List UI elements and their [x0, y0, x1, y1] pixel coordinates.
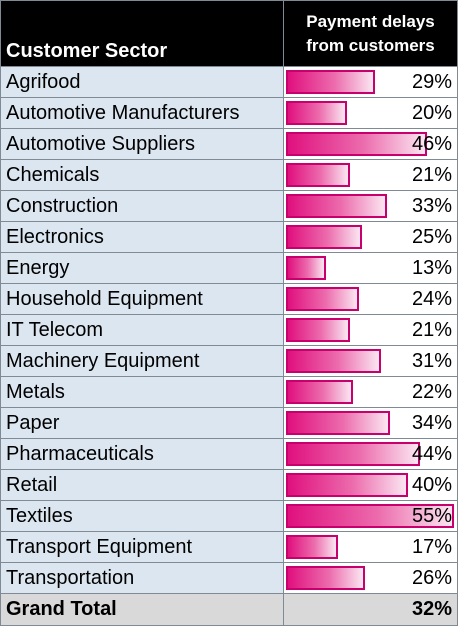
value-label: 40% — [411, 474, 452, 496]
table-row: Agrifood 29% — [0, 66, 458, 98]
value-label: 21% — [411, 164, 452, 186]
sector-cell[interactable]: Household Equipment — [0, 283, 284, 315]
value-cell[interactable]: 46% — [283, 128, 458, 160]
value-label: 34% — [411, 412, 452, 434]
sector-cell[interactable]: Machinery Equipment — [0, 345, 284, 377]
sector-cell[interactable]: Construction — [0, 190, 284, 222]
table-row: Energy 13% — [0, 252, 458, 284]
value-cell[interactable]: 31% — [283, 345, 458, 377]
table-row: Machinery Equipment 31% — [0, 345, 458, 377]
table-body: Agrifood 29% Automotive Manufacturers 20% Au… — [0, 66, 458, 594]
value-label: 13% — [411, 257, 452, 279]
grand-total-row: Grand Total 32% — [0, 593, 458, 626]
data-bar — [286, 225, 362, 249]
data-bar — [286, 132, 427, 156]
value-label: 44% — [411, 443, 452, 465]
sector-cell[interactable]: Textiles — [0, 500, 284, 532]
data-bar — [286, 287, 359, 311]
value-cell[interactable]: 25% — [283, 221, 458, 253]
value-cell[interactable]: 17% — [283, 531, 458, 563]
value-cell[interactable]: 21% — [283, 314, 458, 346]
data-bar — [286, 256, 326, 280]
column-header-line-2: from customers — [306, 35, 435, 55]
sector-cell[interactable]: Transport Equipment — [0, 531, 284, 563]
data-bar — [286, 566, 365, 590]
table-row: Construction 33% — [0, 190, 458, 222]
sector-cell[interactable]: Retail — [0, 469, 284, 501]
table-row: Textiles 55% — [0, 500, 458, 532]
value-cell[interactable]: 21% — [283, 159, 458, 191]
value-label: 29% — [411, 71, 452, 93]
table-row: Chemicals 21% — [0, 159, 458, 191]
value-label: 25% — [411, 226, 452, 248]
data-bar — [286, 442, 420, 466]
data-bar — [286, 504, 454, 528]
table-row: IT Telecom 21% — [0, 314, 458, 346]
table-row: Transportation 26% — [0, 562, 458, 594]
sector-cell[interactable]: IT Telecom — [0, 314, 284, 346]
table-row: Transport Equipment 17% — [0, 531, 458, 563]
data-bar — [286, 70, 375, 94]
value-label: 20% — [411, 102, 452, 124]
table-row: Metals 22% — [0, 376, 458, 408]
table-row: Pharmaceuticals 44% — [0, 438, 458, 470]
value-cell[interactable]: 26% — [283, 562, 458, 594]
data-bar — [286, 318, 350, 342]
table-row: Automotive Manufacturers 20% — [0, 97, 458, 129]
data-bar — [286, 380, 353, 404]
value-cell[interactable]: 20% — [283, 97, 458, 129]
value-cell[interactable]: 33% — [283, 190, 458, 222]
value-cell[interactable]: 40% — [283, 469, 458, 501]
value-cell[interactable]: 24% — [283, 283, 458, 315]
value-label: 55% — [411, 505, 452, 527]
value-cell[interactable]: 55% — [283, 500, 458, 532]
data-bar — [286, 101, 347, 125]
table-row: Household Equipment 24% — [0, 283, 458, 315]
data-bar — [286, 194, 387, 218]
column-header-payment-delays[interactable]: Payment delays from customers — [283, 0, 458, 67]
value-label: 31% — [411, 350, 452, 372]
value-cell[interactable]: 22% — [283, 376, 458, 408]
sector-cell[interactable]: Agrifood — [0, 66, 284, 98]
data-bar — [286, 535, 338, 559]
sector-cell[interactable]: Transportation — [0, 562, 284, 594]
value-cell[interactable]: 13% — [283, 252, 458, 284]
sector-cell[interactable]: Metals — [0, 376, 284, 408]
sector-cell[interactable]: Automotive Manufacturers — [0, 97, 284, 129]
table-row: Electronics 25% — [0, 221, 458, 253]
value-label: 17% — [411, 536, 452, 558]
data-bar — [286, 163, 350, 187]
value-label: 26% — [411, 567, 452, 589]
value-label: 46% — [411, 133, 452, 155]
table-row: Automotive Suppliers 46% — [0, 128, 458, 160]
data-bar — [286, 473, 408, 497]
data-bar — [286, 349, 381, 373]
value-cell[interactable]: 34% — [283, 407, 458, 439]
value-label: 24% — [411, 288, 452, 310]
table-header-row: Customer Sector Payment delays from cust… — [0, 0, 458, 67]
grand-total-label[interactable]: Grand Total — [0, 593, 284, 626]
sector-cell[interactable]: Automotive Suppliers — [0, 128, 284, 160]
sector-cell[interactable]: Electronics — [0, 221, 284, 253]
table-row: Retail 40% — [0, 469, 458, 501]
value-cell[interactable]: 29% — [283, 66, 458, 98]
column-header-sector[interactable]: Customer Sector — [0, 0, 284, 67]
sector-cell[interactable]: Chemicals — [0, 159, 284, 191]
data-bar — [286, 411, 390, 435]
sector-cell[interactable]: Energy — [0, 252, 284, 284]
value-label: 21% — [411, 319, 452, 341]
sector-cell[interactable]: Paper — [0, 407, 284, 439]
value-label: 33% — [411, 195, 452, 217]
value-label: 22% — [411, 381, 452, 403]
table-row: Paper 34% — [0, 407, 458, 439]
value-cell[interactable]: 44% — [283, 438, 458, 470]
grand-total-value[interactable]: 32% — [283, 593, 458, 626]
column-header-line-1: Payment delays — [306, 11, 435, 31]
sector-cell[interactable]: Pharmaceuticals — [0, 438, 284, 470]
